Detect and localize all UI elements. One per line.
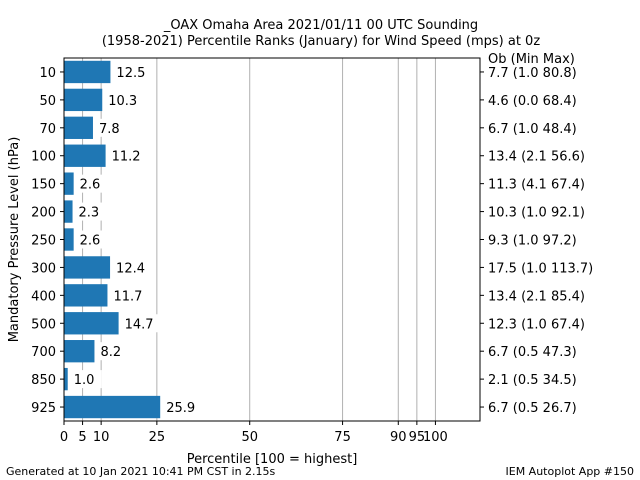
bar-value-label: 2.6 <box>80 234 101 249</box>
chart-subtitle: (1958-2021) Percentile Ranks (January) f… <box>102 34 540 49</box>
bar <box>64 200 73 223</box>
bar <box>64 395 161 419</box>
bar <box>64 116 93 139</box>
right-value-label: 7.7 (1.0 80.8) <box>488 66 577 81</box>
bar-label-background <box>69 370 102 389</box>
y-tick-label: 500 <box>31 317 56 332</box>
bar-label-background <box>75 174 108 193</box>
footer-app: IEM Autoplot App #150 <box>506 465 635 478</box>
x-tick-label: 100 <box>423 430 448 445</box>
chart-title: _OAX Omaha Area 2021/01/11 00 UTC Soundi… <box>163 18 478 33</box>
y-tick-label: 100 <box>31 150 56 165</box>
x-tick-label: 75 <box>334 430 351 445</box>
bar <box>64 367 68 391</box>
x-tick-label: 95 <box>409 430 426 445</box>
bar <box>64 228 74 251</box>
x-tick-label: 50 <box>241 430 258 445</box>
right-value-label: 12.3 (1.0 67.4) <box>488 317 585 332</box>
bar-label-background <box>96 342 129 361</box>
y-tick-label: 150 <box>31 178 56 193</box>
y-tick-label: 10 <box>39 66 56 81</box>
y-tick-label: 200 <box>31 206 56 221</box>
y-tick-label: 700 <box>31 345 56 360</box>
bar-label-background <box>94 118 127 137</box>
bar-value-label: 7.8 <box>99 122 120 137</box>
bar <box>64 144 106 167</box>
bar-value-label: 12.4 <box>116 261 145 276</box>
y-tick-label: 300 <box>31 261 56 276</box>
plot-frame <box>63 57 481 422</box>
bar-label-background <box>120 314 161 333</box>
bar <box>64 88 103 112</box>
x-tick-label: 0 <box>60 430 68 445</box>
y-tick-label: 50 <box>39 94 56 109</box>
x-tick-label: 5 <box>78 430 86 445</box>
bar-label-background <box>107 146 148 165</box>
bar-value-label: 14.7 <box>125 317 154 332</box>
right-header: Ob (Min Max) <box>488 52 575 67</box>
y-tick-label: 400 <box>31 289 56 304</box>
bar <box>64 284 108 307</box>
right-value-label: 4.6 (0.0 68.4) <box>488 94 577 109</box>
bar-value-label: 2.3 <box>79 206 100 221</box>
right-value-label: 13.4 (2.1 56.6) <box>488 150 585 165</box>
bar-label-background <box>162 398 203 417</box>
bar-value-label: 11.2 <box>112 150 141 165</box>
bar-label-background <box>112 62 153 81</box>
bar-value-label: 8.2 <box>100 345 121 360</box>
bar-value-label: 1.0 <box>74 373 95 388</box>
x-tick-label: 25 <box>149 430 166 445</box>
x-tick-label: 10 <box>93 430 110 445</box>
bar <box>64 256 111 279</box>
right-value-label: 17.5 (1.0 113.7) <box>488 261 593 276</box>
y-tick-label: 850 <box>31 373 56 388</box>
x-axis-label: Percentile [100 = highest] <box>187 452 358 467</box>
y-tick-label: 250 <box>31 234 56 249</box>
right-value-label: 6.7 (1.0 48.4) <box>488 122 577 137</box>
bar-value-label: 11.7 <box>113 289 142 304</box>
right-value-label: 10.3 (1.0 92.1) <box>488 206 585 221</box>
y-tick-label: 925 <box>31 401 56 416</box>
y-axis-label: Mandatory Pressure Level (hPa) <box>7 137 22 343</box>
bar-label-background <box>112 258 153 277</box>
right-value-label: 2.1 (0.5 34.5) <box>488 373 577 388</box>
footer-generated: Generated at 10 Jan 2021 10:41 PM CST in… <box>6 465 276 478</box>
right-value-label: 11.3 (4.1 67.4) <box>488 178 585 193</box>
bar-label-background <box>75 230 108 249</box>
bar-value-label: 10.3 <box>108 94 137 109</box>
bar-value-label: 12.5 <box>116 66 145 81</box>
bar-label-background <box>104 90 145 109</box>
bar <box>64 312 119 335</box>
right-value-label: 9.3 (1.0 97.2) <box>488 234 577 249</box>
bar <box>64 60 111 84</box>
bar-value-label: 2.6 <box>80 178 101 193</box>
bars: 12.5 10.3 7.8 11.2 2.6 2.3 2.6 12.4 11.7 14.7 8.2 1… <box>64 60 203 419</box>
bar <box>64 172 74 195</box>
right-value-label: 6.7 (0.5 47.3) <box>488 345 577 360</box>
right-value-label: 13.4 (2.1 85.4) <box>488 289 585 304</box>
y-tick-label: 70 <box>39 122 56 137</box>
x-tick-label: 90 <box>390 430 407 445</box>
right-value-label: 6.7 (0.5 26.7) <box>488 401 577 416</box>
bar <box>64 340 95 363</box>
ticks: 10 7.7 (1.0 80.8) 50 4.6 (0.0 68.4) 70 6.7 (1… <box>31 66 593 445</box>
bar-value-label: 25.9 <box>166 401 195 416</box>
grid <box>63 58 436 421</box>
bar-label-background <box>109 286 150 305</box>
bar-label-background <box>74 202 107 221</box>
